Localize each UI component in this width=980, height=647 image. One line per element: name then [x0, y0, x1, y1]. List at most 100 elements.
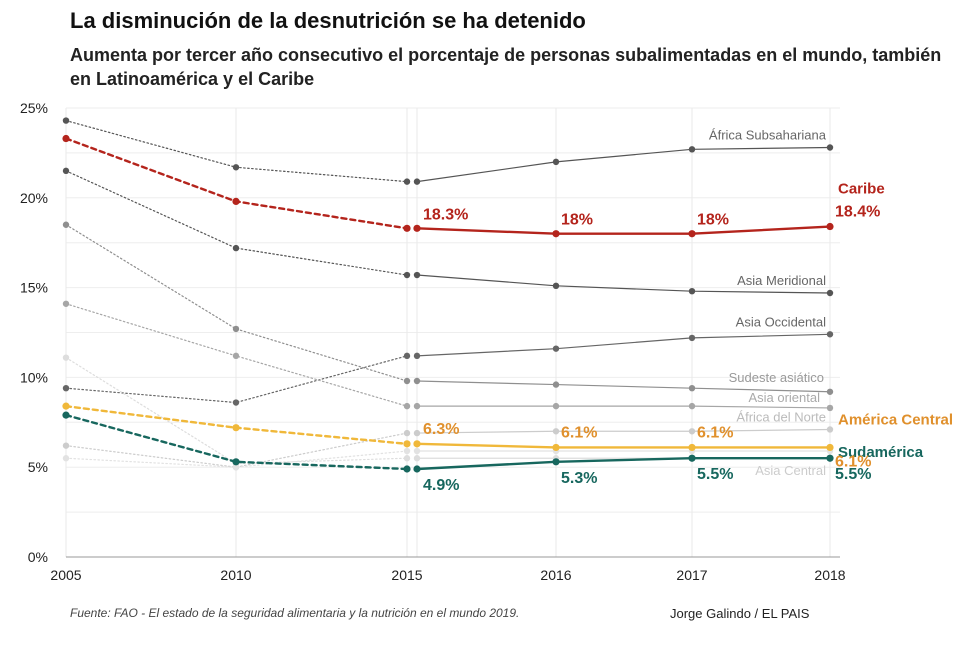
series-line-recent [416, 457, 830, 471]
series-line-recent [416, 442, 830, 449]
series-point [62, 442, 70, 449]
series-name-label: África Subsahariana [709, 128, 827, 143]
data-label: 18.3% [423, 206, 468, 223]
x-tick-label: 2016 [540, 567, 571, 583]
series-point [232, 164, 240, 171]
series-point [552, 230, 560, 238]
series-point [688, 428, 696, 435]
series-point [688, 287, 696, 295]
series-point [232, 325, 240, 333]
chart-title: La disminución de la desnutrición se ha … [70, 8, 586, 33]
series-line-recent [416, 380, 831, 393]
series-point [826, 404, 834, 412]
data-label: 6.1% [835, 453, 871, 470]
series-name-label: América Central [838, 411, 953, 428]
series-point [403, 440, 411, 448]
series-point [552, 158, 560, 166]
series-name-label: Asia Meridional [737, 273, 826, 288]
data-label: 5.5% [697, 466, 733, 483]
data-label: 5.5% [835, 466, 871, 483]
series-point [413, 352, 421, 360]
series-point [62, 384, 70, 392]
series-point [413, 447, 421, 455]
series-point [403, 402, 411, 410]
series-point [403, 455, 411, 462]
series-point [413, 465, 421, 473]
y-tick-label: 15% [20, 280, 48, 296]
series-point [62, 117, 70, 124]
data-label: 6.3% [423, 421, 459, 438]
data-label: 5.3% [561, 470, 597, 487]
chart-subtitle: Aumenta por tercer año consecutivo el po… [70, 45, 942, 89]
series-point [62, 402, 70, 410]
series-point [688, 146, 696, 153]
series-point [62, 411, 70, 419]
series-name-label: Caribe [838, 181, 885, 198]
series-point [826, 443, 834, 452]
series-point [826, 331, 834, 338]
series-line-recent [416, 428, 831, 434]
series-point [826, 388, 834, 395]
series-point [688, 443, 696, 452]
series-point [688, 334, 696, 342]
data-label: 6.1% [697, 424, 733, 441]
series-point [403, 377, 411, 385]
x-tick-label: 2017 [676, 567, 707, 583]
series-point [552, 443, 560, 452]
series-point [552, 381, 560, 388]
series-point [403, 271, 411, 279]
series-point [413, 440, 421, 448]
series-name-label: Sudeste asiático [729, 370, 824, 385]
data-label: 4.9% [423, 477, 459, 494]
series-point [403, 465, 411, 473]
series-line-recent [416, 274, 831, 294]
series-line-recent [416, 225, 831, 235]
series-point [62, 455, 70, 462]
series-point [413, 271, 421, 279]
series-point [413, 178, 421, 185]
series-point [688, 402, 696, 410]
series-point [232, 352, 240, 360]
series-point [413, 377, 421, 385]
data-label: 18% [561, 212, 593, 229]
series-name-label: África del Norte [736, 409, 826, 424]
series-point [403, 352, 411, 360]
series-point [232, 399, 240, 406]
series-name-label: Asia oriental [748, 390, 820, 405]
data-label: 18.4% [835, 204, 880, 221]
series-line-recent [416, 333, 831, 357]
series-point [403, 224, 411, 232]
series-point [403, 178, 411, 185]
y-tick-label: 25% [20, 100, 48, 116]
series-name-label: Asia Occidental [736, 314, 826, 329]
y-tick-label: 5% [28, 459, 48, 475]
series-line-recent [417, 405, 831, 409]
series-point [62, 221, 70, 228]
series-point [62, 134, 70, 143]
y-tick-label: 20% [20, 190, 48, 206]
series-point [688, 230, 696, 238]
series-point [232, 464, 240, 471]
series-name-label: Asia Central [755, 463, 826, 478]
series-point [688, 384, 696, 392]
series-point [552, 428, 560, 435]
x-tick-label: 2010 [220, 567, 251, 583]
series-point [552, 282, 560, 290]
series-point [826, 426, 834, 433]
y-tick-label: 0% [28, 549, 48, 565]
series-point [403, 447, 411, 455]
author-credit: Jorge Galindo / EL PAIS [670, 606, 810, 621]
series-point [826, 144, 834, 151]
series-point [552, 458, 560, 466]
series-point [232, 244, 240, 252]
x-tick-label: 2015 [391, 567, 422, 583]
series-point [688, 454, 696, 462]
series-point [62, 300, 70, 307]
series-line-recent [416, 146, 831, 183]
data-label: 18% [697, 212, 729, 229]
series-point [413, 455, 421, 462]
series-line-early [65, 355, 408, 404]
series-point [552, 402, 560, 410]
series-point [413, 429, 421, 437]
